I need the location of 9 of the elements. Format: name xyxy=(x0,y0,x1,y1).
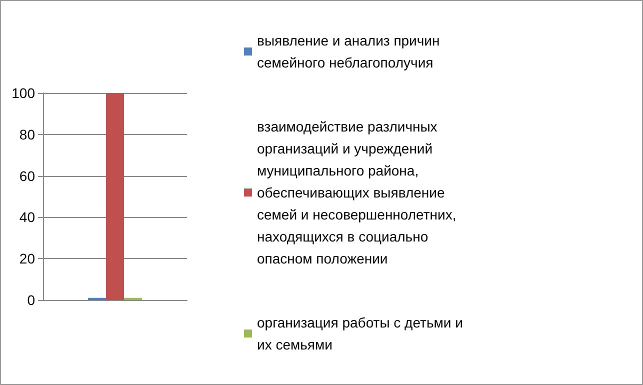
y-tick-label: 60 xyxy=(19,168,36,184)
legend-label: взаимодействие различных организаций и учреждений муниципального района, обеспечивающих выявление семей и несовершеннолетних, находящихся в социально опасном положении xyxy=(257,118,460,266)
y-tick-label: 80 xyxy=(19,126,36,142)
y-tick-label: 100 xyxy=(12,85,36,101)
y-tick-label: 0 xyxy=(27,292,36,308)
y-tick-label: 40 xyxy=(19,209,36,226)
legend-label: выявление и анализ причин семейного неблагополучия xyxy=(257,32,444,70)
legend-label: организация работы с детьми и их семьями xyxy=(257,314,467,352)
y-tick-label: 20 xyxy=(19,250,36,267)
